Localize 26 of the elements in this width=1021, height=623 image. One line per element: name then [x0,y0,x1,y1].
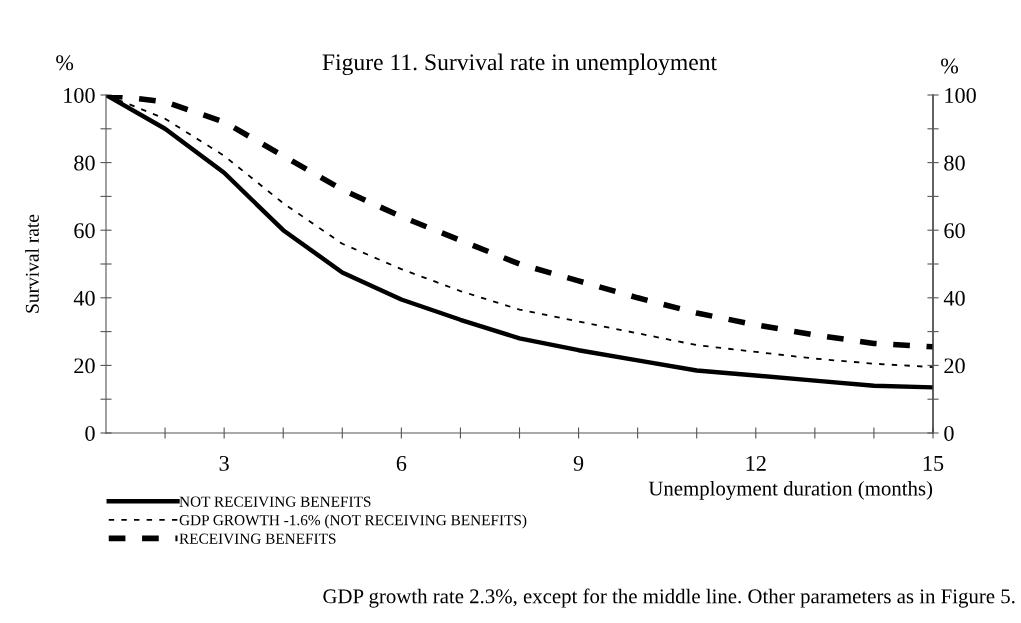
y2-tick-label: 80 [944,155,965,171]
y-tick-label: 60 [74,223,95,239]
x-tick-label: 6 [396,455,407,471]
y2-axis-title: % [941,58,959,74]
y2-tick-label: 20 [944,358,965,374]
x-axis-title: Unemployment duration (months) [648,480,933,500]
y-tick-label: 40 [73,290,95,306]
x-tick-label: 3 [219,455,229,471]
y-axis-title: Survival rate [25,214,39,313]
y-tick-label: 20 [74,358,95,374]
legend-label: NOT RECEIVING BENEFITS [179,496,371,507]
x-tick-label: 15 [923,455,944,471]
y2-tick-label: 100 [945,87,976,103]
y-tick-label: 80 [74,155,95,171]
y2-tick-label: 0 [944,425,954,441]
text: % [56,55,74,71]
y2-tick-label: 40 [943,290,965,306]
legend-label: GDP GROWTH -1.6% (NOT RECEIVING BENEFITS) [179,514,527,529]
y-tick-label: 100 [64,87,95,103]
text: GDP growth rate 2.3%, except for the middle line. Other parameters as in Figure 5. [323,588,1015,608]
x-tick-label: 9 [573,455,584,471]
legend-label: RECEIVING BENEFITS [179,533,336,544]
x-tick-label: 12 [746,455,766,471]
y-tick-label: 0 [85,425,95,441]
y2-tick-label: 60 [944,223,965,239]
chart-title: Figure 11. Survival rate in unemployment [322,53,717,76]
